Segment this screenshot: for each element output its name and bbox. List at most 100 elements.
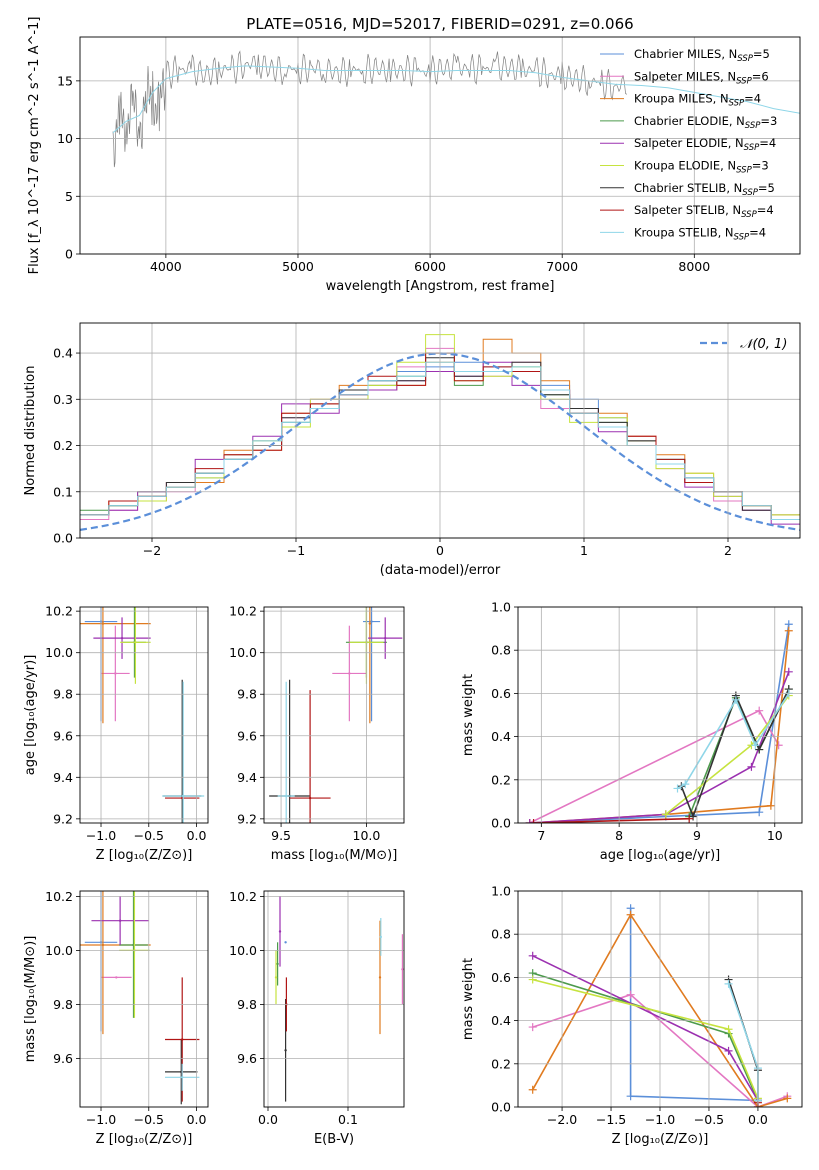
x-tick-label: −0.5 (694, 1112, 724, 1127)
x-tick-label: 0.1 (338, 1112, 358, 1127)
y-tick-label: 9.4 (237, 770, 257, 785)
series-line (533, 817, 690, 823)
y-tick-label: 9.4 (53, 770, 73, 785)
legend-entry: Chabrier ELODIE, NSSP=3 (634, 114, 777, 131)
x-tick-label: 7000 (546, 259, 578, 274)
y-axis-label: mass [log₁₀(M/M⊙)] (23, 936, 38, 1063)
series-line (532, 978, 759, 1099)
y-tick-label: 0.0 (53, 531, 73, 546)
y-tick-label: 9.6 (237, 728, 257, 743)
series-line (529, 624, 790, 823)
axes-frame (263, 890, 405, 1108)
x-axis-label: Z [log₁₀(Z/Z⊙)] (612, 1132, 709, 1147)
legend-tail: =4 (749, 225, 766, 239)
x-tick-label: 10 (767, 828, 783, 843)
data-point (181, 1038, 184, 1041)
plus-marker (626, 1092, 635, 1101)
plus-marker (755, 706, 764, 715)
x-tick-label: 0.0 (748, 1112, 768, 1127)
legend-tail: =5 (753, 47, 770, 61)
data-point (284, 1049, 287, 1052)
y-tick-label: 0 (65, 247, 73, 262)
legend-entry: Chabrier STELIB, NSSP=5 (634, 181, 775, 198)
x-tick-label: −0.5 (134, 828, 164, 843)
legend-sub: SSP (737, 54, 753, 64)
plus-marker (528, 951, 537, 960)
legend-entry: Kroupa MILES, NSSP=4 (634, 92, 761, 109)
axes-frame (79, 606, 209, 824)
legend-label: Chabrier STELIB, N (634, 181, 742, 195)
data-point (118, 919, 122, 922)
plus-marker (661, 810, 670, 819)
legend-entry: Kroupa STELIB, NSSP=4 (634, 225, 766, 242)
y-tick-label: 0.4 (491, 729, 511, 744)
x-tick-label: 1 (580, 543, 588, 558)
y-tick-label: 0.6 (491, 970, 511, 985)
y-tick-label: 5 (65, 189, 73, 204)
y-tick-label: 0.2 (53, 438, 73, 453)
y-axis-label: mass weight (461, 674, 476, 756)
axes-frame (517, 606, 803, 824)
y-tick-label: 10.0 (229, 943, 257, 958)
y-tick-label: 9.6 (53, 728, 73, 743)
spectrum-data-line (112, 50, 628, 168)
legend-sub: SSP (729, 99, 745, 109)
y-tick-label: 10.2 (229, 604, 257, 619)
x-tick-label: 4000 (150, 259, 182, 274)
x-tick-label: 9 (693, 828, 701, 843)
panel-weight-vs-age: 7 8 9 10 0.0 0.2 0.4 0.6 0.8 1.0 age [log₁₀(age/yr… (461, 600, 803, 863)
y-tick-label: 0.0 (491, 1100, 511, 1115)
series-line (629, 908, 758, 1102)
y-tick-label: 9.6 (53, 1051, 73, 1066)
data-point (181, 1076, 184, 1079)
y-tick-label: 9.8 (53, 997, 73, 1012)
x-tick-label: −1 (287, 543, 305, 558)
legend-tail: =3 (752, 159, 769, 173)
x-axis-label: mass [log₁₀(M/M⊙)] (271, 848, 398, 863)
data-point (101, 622, 105, 625)
legend-label: Salpeter STELIB, N (634, 203, 741, 217)
panel-age-vs-Z: −1.0 −0.5 0.0 9.2 9.4 9.6 9.8 10.0 10.2 Z [log₁₀(… (23, 604, 209, 863)
data-point (101, 943, 105, 947)
legend-tail: =6 (752, 69, 769, 83)
legend-tail: =3 (760, 114, 777, 128)
legend-tail: =5 (758, 181, 775, 195)
x-axis-label: wavelength [Angstrom, rest frame] (326, 279, 555, 294)
y-tick-label: 1.0 (491, 600, 511, 615)
y-tick-label: 10.0 (229, 645, 257, 660)
x-axis-label: E(B-V) (314, 1132, 354, 1147)
legend-entry: Kroupa ELODIE, NSSP=3 (634, 159, 769, 176)
series-line (677, 692, 790, 790)
legend-label: Chabrier ELODIE, N (634, 114, 745, 128)
plus-marker (755, 808, 764, 817)
legend-label: Kroupa ELODIE, N (634, 159, 736, 173)
x-tick-label: −2.0 (547, 1112, 577, 1127)
panel-mass-vs-Z: −1.0 −0.5 0.0 9.6 9.8 10.0 10.2 Z [log₁₀(Z/Z⊙)]… (23, 889, 209, 1147)
x-tick-label: 5000 (282, 259, 314, 274)
y-tick-label: 0.0 (491, 816, 511, 831)
y-tick-label: 1.0 (491, 884, 511, 899)
x-tick-label: −0.5 (134, 1112, 164, 1127)
legend-label: Kroupa STELIB, N (634, 225, 734, 239)
y-tick-label: 0.3 (53, 392, 73, 407)
legend-tail: =4 (744, 92, 761, 106)
x-tick-label: 7 (537, 828, 545, 843)
y-tick-label: 10 (57, 131, 73, 146)
plus-marker (673, 784, 682, 793)
data-point (368, 622, 372, 625)
plot-area (525, 620, 793, 823)
plus-marker (783, 1094, 792, 1103)
axes-frame (517, 890, 803, 1108)
legend: 𝒩(0, 1) (700, 337, 787, 352)
series-line (532, 993, 788, 1107)
data-point (274, 976, 278, 979)
data-point (284, 941, 287, 944)
legend-sub: SSP (734, 232, 750, 242)
plus-marker (525, 819, 534, 823)
x-tick-label: 0.0 (187, 828, 207, 843)
legend-tail: =4 (759, 136, 776, 150)
x-axis-label: Z [log₁₀(Z/Z⊙)] (96, 848, 193, 863)
x-tick-label: 0 (436, 543, 444, 558)
